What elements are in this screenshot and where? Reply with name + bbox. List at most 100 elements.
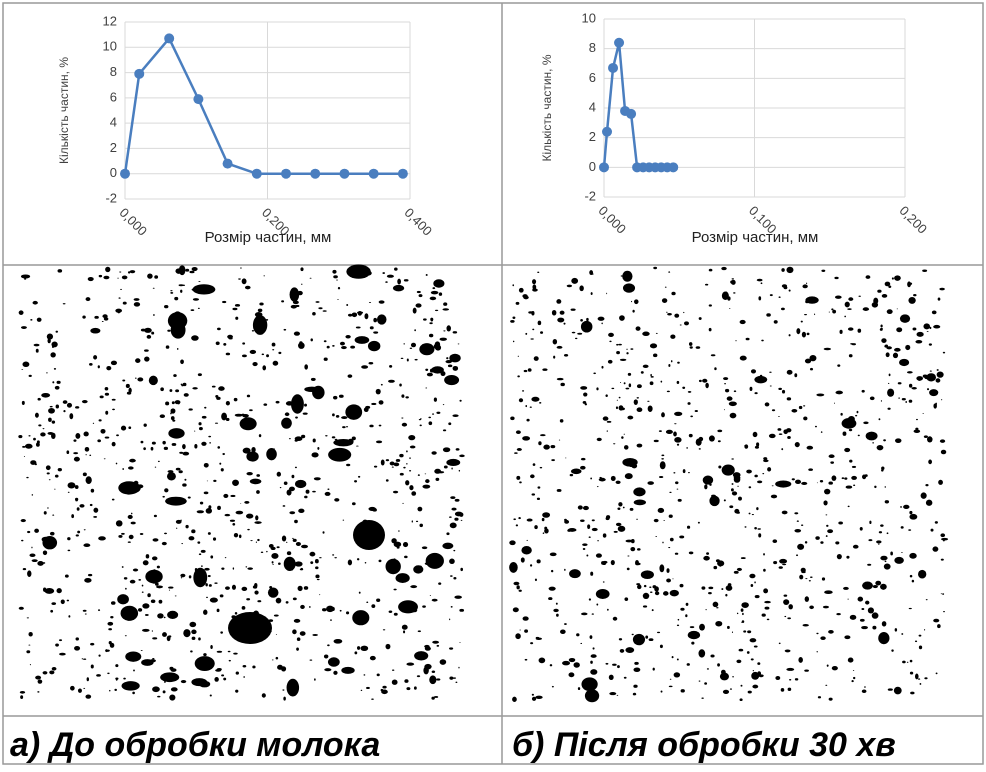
particle: [231, 584, 236, 590]
particle: [625, 387, 630, 390]
particle: [124, 635, 127, 637]
particle: [723, 377, 729, 381]
particle: [791, 408, 798, 413]
particle: [234, 304, 241, 307]
particle: [836, 554, 842, 560]
particle: [167, 329, 171, 332]
particle: [806, 282, 808, 285]
particle: [162, 632, 167, 637]
particle: [49, 670, 55, 675]
particle: [668, 271, 671, 273]
particle: [425, 368, 429, 371]
particle: [859, 618, 865, 622]
particle: [442, 447, 451, 453]
particle: [446, 458, 461, 467]
particle: [820, 431, 823, 433]
particle: [132, 568, 139, 572]
x-axis-label: Розмір частин, мм: [692, 229, 819, 246]
particle: [266, 550, 268, 553]
data-line: [123, 36, 403, 175]
particle: [517, 375, 520, 378]
particle: [806, 332, 810, 336]
particle: [316, 578, 320, 581]
particle: [458, 469, 461, 472]
particle: [825, 684, 828, 686]
particle: [911, 387, 917, 390]
particle: [234, 413, 243, 417]
particle: [71, 514, 75, 519]
particle: [419, 424, 422, 427]
particle: [281, 535, 287, 542]
particle: [201, 415, 207, 419]
particle: [787, 687, 792, 691]
particle: [425, 552, 444, 569]
particle: [163, 616, 166, 619]
particle: [333, 670, 338, 675]
particle: [909, 671, 914, 675]
particle: [520, 290, 522, 292]
particle: [375, 388, 381, 395]
particle: [21, 369, 24, 371]
particle: [542, 532, 545, 534]
particle: [272, 360, 279, 366]
particle: [275, 656, 279, 660]
particle: [83, 687, 86, 689]
particle: [689, 626, 695, 629]
particle: [419, 523, 423, 528]
particle: [933, 618, 940, 623]
particle: [98, 536, 106, 541]
particle: [857, 434, 860, 437]
particle: [286, 489, 292, 496]
particle: [748, 486, 752, 489]
particle: [291, 537, 294, 539]
particle: [754, 581, 756, 584]
particle: [883, 439, 886, 442]
particle: [69, 413, 74, 420]
particle: [804, 669, 809, 672]
particle: [900, 526, 904, 529]
particle: [559, 310, 565, 315]
particle: [610, 475, 616, 482]
particle: [927, 436, 933, 443]
particle: [137, 377, 144, 382]
particle: [298, 342, 305, 349]
particle: [170, 687, 178, 692]
particle: [676, 658, 679, 661]
particle: [828, 454, 835, 459]
particle: [443, 465, 448, 469]
particle: [783, 599, 790, 606]
particle: [571, 331, 576, 334]
particle: [913, 429, 921, 434]
particle: [417, 474, 420, 477]
particle: [922, 269, 928, 272]
particle: [633, 667, 641, 672]
particle: [406, 358, 409, 362]
particle: [275, 633, 278, 635]
particle: [454, 517, 459, 521]
particle: [626, 463, 629, 465]
particle: [42, 550, 48, 556]
particle: [382, 272, 386, 274]
y-axis-label: Кількість частин, %: [540, 54, 554, 161]
particle: [930, 528, 934, 532]
particle: [801, 569, 803, 571]
particle: [267, 587, 279, 598]
particle: [780, 687, 785, 692]
particle: [460, 519, 463, 521]
particle: [732, 676, 734, 678]
particle: [253, 325, 260, 331]
particle: [154, 275, 159, 279]
particle: [622, 270, 633, 282]
particle: [880, 524, 884, 527]
particle: [708, 435, 715, 442]
particle: [144, 327, 152, 333]
particle: [382, 629, 386, 631]
particle: [940, 449, 947, 455]
particle: [278, 351, 282, 355]
particle: [666, 578, 671, 583]
particle: [249, 349, 257, 355]
particle: [450, 606, 453, 608]
particle: [410, 585, 418, 589]
particle: [531, 493, 536, 496]
particle: [312, 490, 316, 493]
